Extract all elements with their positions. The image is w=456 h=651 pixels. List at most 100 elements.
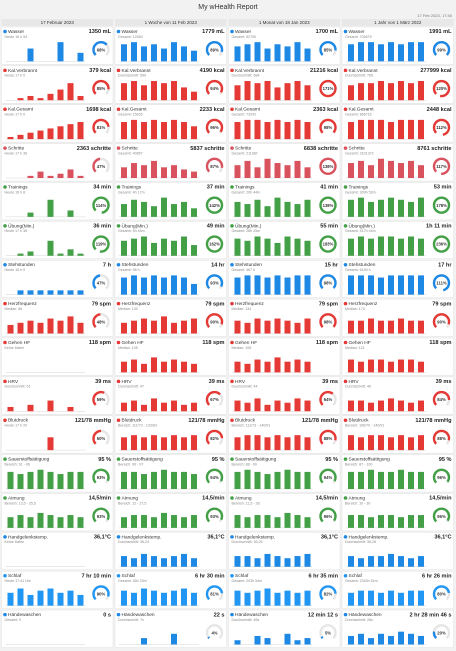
chart-bar [191, 245, 197, 256]
chart-bar [181, 588, 187, 606]
chart-bar [254, 119, 261, 140]
chart-bar [244, 435, 251, 451]
chart-bar [254, 398, 261, 412]
gauge-arc [205, 390, 224, 409]
chart-bar [181, 201, 187, 217]
chart-bar [398, 556, 404, 567]
chart-bar [388, 590, 394, 606]
chart-bar [368, 402, 374, 412]
chart-bar [131, 238, 137, 256]
chart-bar [181, 471, 187, 489]
metric-value: 7 hr 10 min [81, 573, 111, 579]
metric-sub: Durchschnitt: 51 [5, 385, 31, 389]
chart-bar [121, 83, 127, 101]
chart-bar [181, 122, 187, 140]
chart-bar [294, 398, 301, 412]
metric-icon [230, 340, 234, 345]
metric-name: Schritte [235, 146, 252, 152]
chart-bar [141, 404, 147, 412]
chart-bar [348, 44, 354, 62]
chart-bar [131, 320, 137, 334]
gauge-label: 183% [323, 242, 334, 247]
chart-bar [408, 402, 414, 412]
chart-bar [67, 124, 74, 140]
gauge-arc [319, 274, 337, 292]
metric-value: 121/78 mmHg [188, 418, 225, 424]
metric-value: 121/78 mmHg [302, 418, 339, 424]
metric-value: 6 hr 26 min [422, 573, 452, 579]
metric-icon [3, 457, 7, 461]
chart-bar [418, 471, 424, 489]
chart-bar [181, 320, 187, 334]
gauge-label: 90% [437, 319, 446, 324]
metric-name: Gehen HF [8, 340, 30, 346]
metric-icon [116, 496, 121, 500]
metric-sub: Gesamt: 309h 53m [345, 190, 376, 194]
chart-bar [151, 275, 157, 295]
card [1, 65, 114, 104]
chart-bar [348, 85, 354, 101]
chart-bar [234, 320, 241, 334]
chart-bar [388, 437, 394, 451]
chart-bar [77, 471, 84, 489]
metric-value: 6 hr 30 min [195, 573, 225, 579]
gauge-label: 178% [436, 203, 447, 208]
chart-bar [191, 363, 197, 373]
gauge-arc [432, 196, 451, 214]
metric-sub: Heute 16 h 8 [5, 190, 26, 194]
gauge-label: 96% [437, 514, 446, 519]
chart-bar [151, 81, 157, 101]
gauge-arc [319, 235, 337, 253]
metric-sub: Gesamt: 467 h [232, 268, 256, 272]
gauge-label: 94% [324, 475, 333, 480]
chart-bar [294, 160, 301, 178]
chart-bar [234, 640, 241, 645]
chart-bar [37, 130, 44, 140]
chart-bar [161, 437, 167, 451]
chart-bar [294, 119, 301, 140]
chart-bar [388, 122, 394, 140]
column-header: 1 Jahr von 1 März 2022 [374, 20, 422, 25]
chart-bar [348, 515, 354, 528]
metric-name: HRV [349, 379, 360, 385]
chart-bar [378, 236, 384, 256]
metric-sub: Gesamt: 203h 54m [232, 579, 263, 583]
chart-bar [244, 592, 251, 606]
chart-bar [17, 98, 24, 101]
chart-bar [388, 361, 394, 373]
metric-value: 1h 11 min [426, 224, 452, 230]
metric-name: Herzfrequenz [8, 301, 37, 307]
metric-name: Schritte [8, 146, 25, 152]
metric-sub: Durchschnitt: 684 [232, 74, 260, 78]
chart-bar [418, 238, 424, 256]
metric-icon [230, 301, 234, 306]
chart-bar [67, 210, 74, 217]
metric-value: 55 min [320, 224, 338, 230]
gauge-label: 119% [96, 242, 107, 247]
metric-value: 2363 schritte [77, 146, 111, 152]
metric-sub: Gesamt: 52700 [232, 35, 257, 39]
chart-bar [171, 435, 177, 451]
chart-bar [191, 91, 197, 101]
chart-bar [181, 404, 187, 412]
chart-bar [284, 122, 291, 140]
chart-bar [368, 42, 374, 62]
metric-value: 36,1°C [321, 535, 338, 541]
metric-icon [343, 379, 348, 384]
gauge-arc [319, 429, 337, 448]
gauge-arc [432, 40, 451, 59]
chart-bar [388, 275, 394, 295]
metric-name: Stehstunden [8, 262, 35, 268]
gauge-label: 88% [437, 436, 446, 441]
chart-bar [77, 95, 84, 101]
chart-bar [171, 633, 177, 645]
chart-bar [398, 199, 404, 217]
chart-bar [264, 206, 271, 217]
metric-name: Händewaschen [8, 612, 41, 618]
metric-value: 14,5/min [316, 496, 339, 502]
chart-bar [57, 89, 64, 101]
chart-bar [284, 201, 291, 217]
gauge-label: 117% [436, 164, 447, 169]
gauge-label: 48% [97, 319, 106, 324]
chart-bar [264, 553, 271, 567]
